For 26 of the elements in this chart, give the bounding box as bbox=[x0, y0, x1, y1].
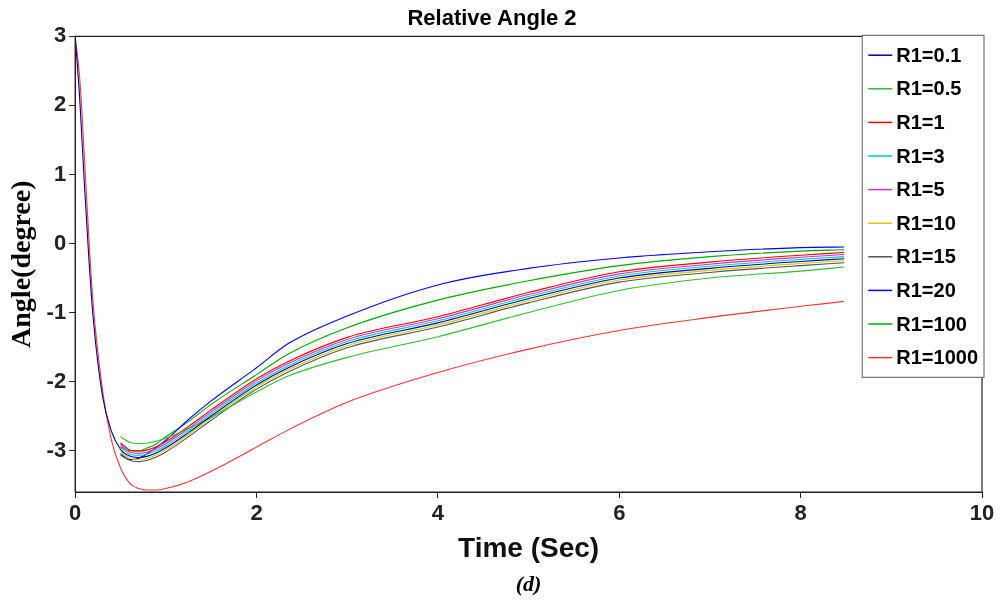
legend-label: R1=15 bbox=[896, 245, 956, 268]
x-axis-title: Time (Sec) bbox=[458, 531, 600, 563]
x-tick-label: 2 bbox=[250, 500, 263, 526]
legend-label: R1=1 bbox=[896, 110, 945, 133]
y-tick-label: 1 bbox=[53, 160, 67, 186]
text: (d) bbox=[515, 570, 542, 596]
chart-title: Relative Angle 2 bbox=[407, 5, 577, 31]
y-tick-label: -3 bbox=[46, 436, 67, 462]
x-tick-label: 10 bbox=[969, 500, 995, 526]
y-axis-title: Angle(degree) bbox=[5, 180, 37, 348]
legend-label: R1=3 bbox=[896, 144, 945, 167]
legend-label: R1=0.1 bbox=[896, 43, 962, 66]
y-tick-label: -2 bbox=[46, 367, 67, 393]
y-tick-label: 3 bbox=[53, 22, 67, 48]
y-tick-label: -1 bbox=[46, 298, 67, 324]
legend-label: R1=20 bbox=[896, 278, 956, 301]
legend-label: R1=10 bbox=[896, 211, 956, 234]
x-tick-label: 8 bbox=[794, 500, 807, 526]
legend-label: R1=1000 bbox=[896, 346, 979, 369]
x-tick-label: 4 bbox=[431, 500, 445, 526]
x-tick-label: 6 bbox=[613, 500, 626, 526]
legend-label: R1=100 bbox=[896, 312, 967, 335]
legend-label: R1=5 bbox=[896, 178, 945, 201]
y-tick-label: 2 bbox=[53, 91, 67, 117]
legend-label: R1=0.5 bbox=[896, 77, 962, 100]
y-tick-label: 0 bbox=[53, 229, 67, 255]
